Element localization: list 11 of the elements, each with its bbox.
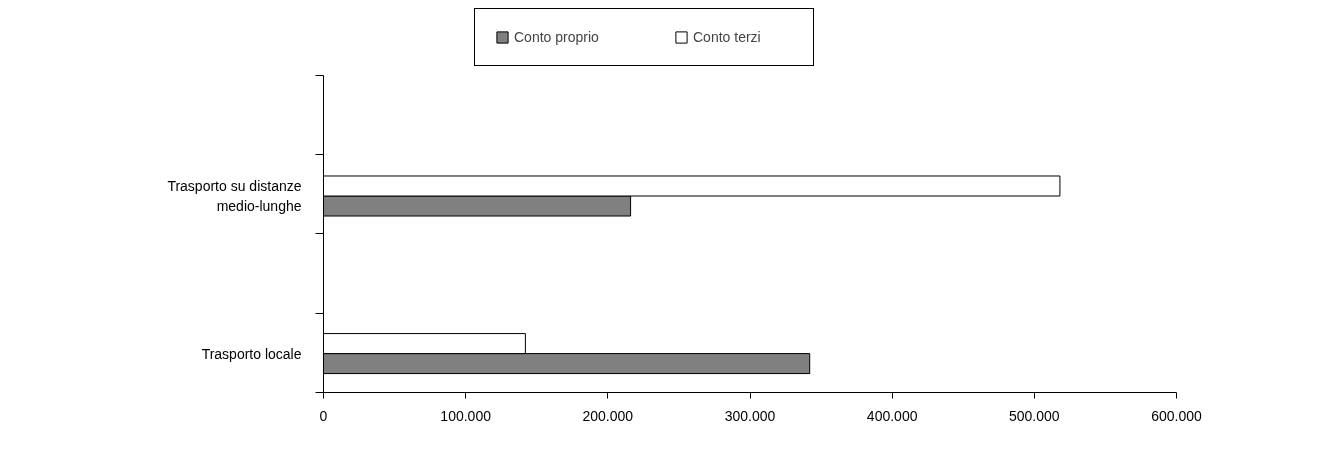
x-tick-label: 600.000 [1151, 407, 1203, 424]
legend-label: Conto terzi [693, 29, 762, 45]
x-tick-label: 400.000 [866, 407, 918, 424]
x-tick-label: 300.000 [724, 407, 776, 424]
x-tick-label: 0 [319, 407, 328, 424]
x-tick-label: 100.000 [440, 407, 492, 424]
y-tick-label: Trasporto su distanze medio-lunghe [167, 178, 302, 214]
legend-label: Conto proprio [514, 29, 600, 45]
x-tick-label: 500.000 [1009, 407, 1060, 424]
x-tick-label: 200.000 [582, 407, 634, 424]
y-tick-label: Trasporto locale [201, 345, 302, 362]
